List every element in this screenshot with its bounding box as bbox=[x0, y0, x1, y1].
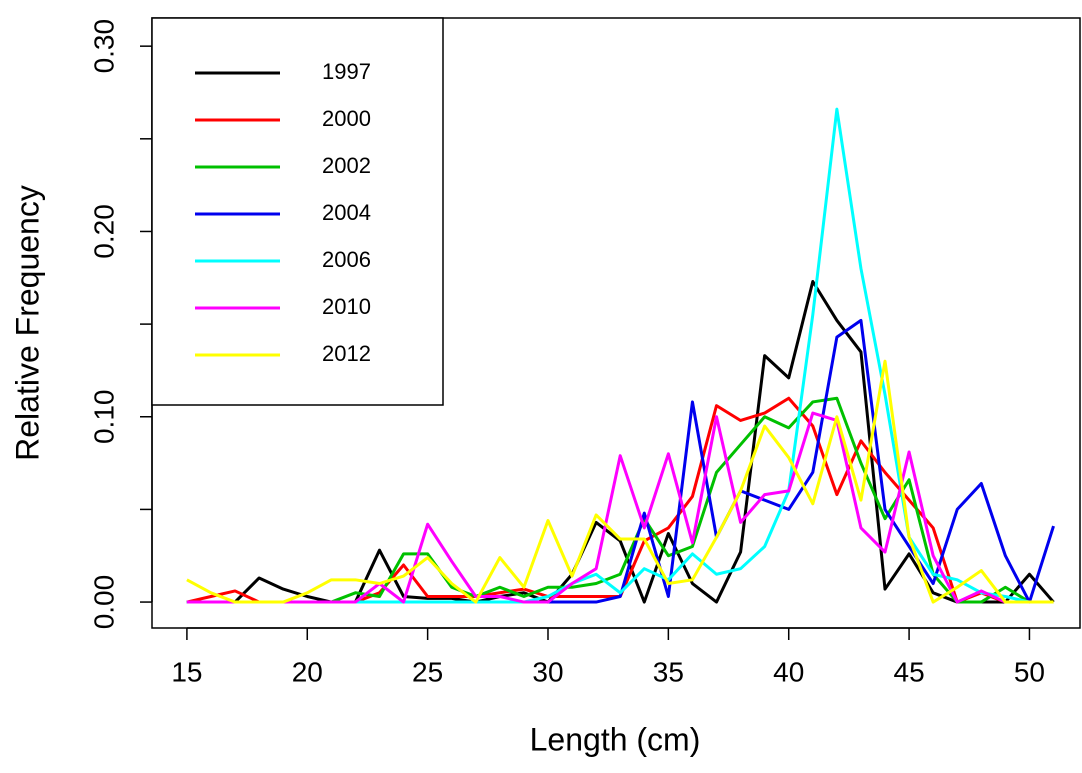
x-tick-label: 30 bbox=[532, 656, 563, 687]
legend-label: 2012 bbox=[322, 341, 371, 366]
x-axis-label: Length (cm) bbox=[530, 721, 701, 757]
y-tick-label: 0.20 bbox=[88, 204, 119, 259]
legend-label: 2004 bbox=[322, 200, 371, 225]
x-tick-label: 45 bbox=[894, 656, 925, 687]
x-tick-label: 15 bbox=[171, 656, 202, 687]
x-tick-label: 25 bbox=[412, 656, 443, 687]
y-tick-label: 0.00 bbox=[88, 575, 119, 630]
x-tick-label: 50 bbox=[1014, 656, 1045, 687]
y-tick-label: 0.10 bbox=[88, 390, 119, 445]
legend-label: 2000 bbox=[322, 106, 371, 131]
series-line bbox=[186, 359, 1054, 604]
legend-label: 2002 bbox=[322, 153, 371, 178]
x-tick-label: 20 bbox=[292, 656, 323, 687]
y-tick-label: 0.30 bbox=[88, 19, 119, 74]
y-axis-label: Relative Frequency bbox=[9, 185, 45, 461]
legend-label: 2010 bbox=[322, 294, 371, 319]
legend-label: 2006 bbox=[322, 247, 371, 272]
series-line bbox=[186, 411, 1054, 604]
x-tick-label: 40 bbox=[773, 656, 804, 687]
legend-box bbox=[151, 17, 444, 406]
x-tick-label: 35 bbox=[653, 656, 684, 687]
legend-label: 1997 bbox=[322, 59, 371, 84]
series-line bbox=[186, 396, 1054, 604]
